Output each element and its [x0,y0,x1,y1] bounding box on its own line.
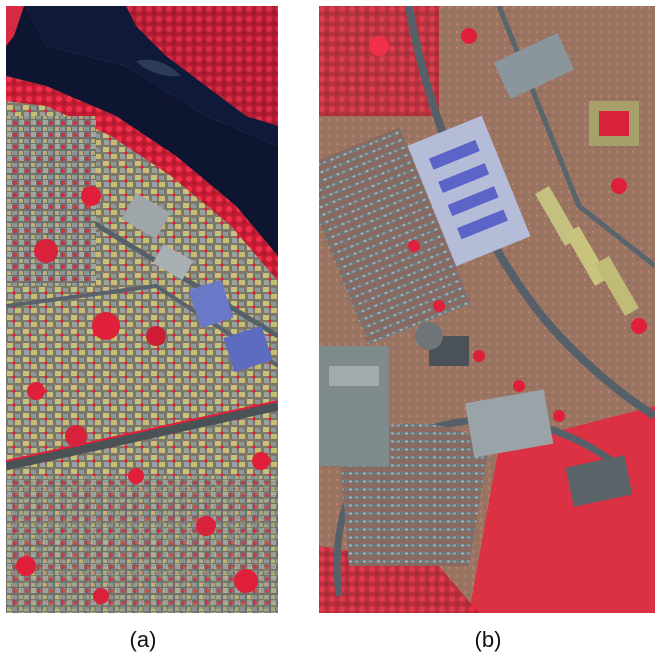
panel-caption-b: (b) [458,626,518,654]
aerial-image-b [319,6,655,613]
panel-caption-a: (a) [113,626,173,654]
aerial-image-b-graphic [319,6,655,613]
aerial-image-a-graphic [6,6,278,613]
aerial-image-a [6,6,278,613]
